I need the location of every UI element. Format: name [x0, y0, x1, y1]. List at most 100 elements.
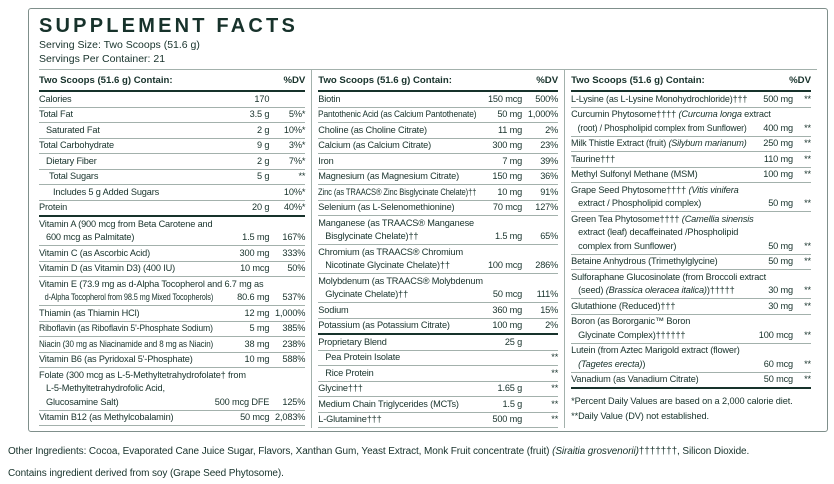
nutrient-amount: 100 mcg: [476, 259, 522, 273]
nutrient-dv: 588%: [269, 353, 305, 367]
nutrient-dv: **: [793, 240, 811, 254]
nutrient-amount: 7 mg: [476, 155, 522, 169]
table-row: Lutein (from Aztec Marigold extract (flo…: [571, 344, 811, 373]
nutrient-name: Taurine†††: [571, 153, 747, 167]
nutrient-dv: 10%*: [269, 124, 305, 138]
table-row: Vitamin A (900 mcg from Beta Carotene an…: [39, 217, 305, 246]
nutrient-name: Thiamin (as Thiamin HCl): [39, 307, 213, 321]
nutrient-dv: 7%*: [269, 155, 305, 169]
nutrient-dv: **: [522, 367, 558, 381]
nutrient-amount: 10 mg: [213, 353, 269, 367]
nutrient-amount: 100 mg: [747, 168, 793, 182]
table-row: Medium Chain Triglycerides (MCTs)1.5 g**: [318, 397, 558, 413]
nutrient-name: Pea Protein Isolate: [318, 351, 476, 365]
nutrient-dv: 2%: [522, 319, 558, 333]
nutrient-name: Bisglycinate Chelate)††: [318, 230, 476, 244]
nutrient-name: Saturated Fat: [39, 124, 213, 138]
table-row: Glycine†††1.65 g**: [318, 382, 558, 398]
nutrient-dv: 39%: [522, 155, 558, 169]
nutrient-amount: 100 mg: [476, 319, 522, 333]
column-header: Two Scoops (51.6 g) Contain:%DV: [571, 70, 811, 92]
column-header-dv: %DV: [789, 74, 811, 87]
nutrient-name: Includes 5 g Added Sugars: [39, 186, 213, 200]
nutrient-name: Lutein (from Aztec Marigold extract (flo…: [571, 344, 811, 358]
nutrient-amount: 5 mg: [213, 322, 269, 336]
servings-per-container-line: Servings Per Container: 21: [39, 52, 817, 66]
table-row: L-Glutamine†††500 mg**: [318, 413, 558, 429]
nutrient-dv: 500%: [522, 93, 558, 107]
column-header-label: Two Scoops (51.6 g) Contain:: [39, 74, 173, 87]
column-header-dv: %DV: [283, 74, 305, 87]
nutrient-amount: 1.5 mg: [476, 230, 522, 244]
nutrient-amount: 70 mcg: [476, 201, 522, 215]
nutrient-dv: **: [793, 300, 811, 314]
nutrient-amount: 50 mg: [476, 108, 522, 122]
nutrient-dv: 2%: [522, 124, 558, 138]
nutrient-amount: 9 g: [213, 139, 269, 153]
nutrient-dv: 40%*: [269, 201, 305, 215]
table-row: Methyl Sulfonyl Methane (MSM)100 mg**: [571, 168, 811, 184]
nutrient-name: (Tagetes erecta)): [571, 358, 747, 372]
nutrient-name: Glycine†††: [318, 382, 476, 396]
table-row: Taurine†††110 mg**: [571, 152, 811, 168]
nutrient-amount: 1.5 g: [476, 398, 522, 412]
nutrient-name: Rice Protein: [318, 367, 476, 381]
nutrient-dv: 65%: [522, 230, 558, 244]
table-row: Grape Seed Phytosome†††† (Vitis vinifera…: [571, 183, 811, 212]
nutrient-dv: 36%: [522, 170, 558, 184]
table-row: Vanadium (as Vanadium Citrate)50 mcg**: [571, 373, 811, 390]
table-row: Riboflavin (as Riboflavin 5'-Phosphate S…: [39, 322, 305, 338]
nutrient-amount: 500 mcg DFE: [213, 396, 269, 410]
nutrient-amount: 100 mcg: [747, 329, 793, 343]
nutrient-name: d-Alpha Tocopherol from 98.5 mg Mixed To…: [39, 291, 179, 305]
nutrient-dv: **: [269, 170, 305, 184]
nutrient-dv: **: [793, 358, 811, 372]
nutrient-dv: 125%: [269, 396, 305, 410]
nutrient-name: Curcumin Phytosome†††† (Curcuma longa ex…: [571, 108, 811, 122]
nutrient-name: Potassium (as Potassium Citrate): [318, 319, 476, 333]
table-row: L-Lysine (as L-Lysine Monohydrochloride)…: [571, 92, 811, 108]
nutrient-amount: 50 mcg: [747, 373, 793, 387]
nutrient-name: (root) / Phospholipid complex from Sunfl…: [571, 122, 737, 136]
nutrient-name: Vitamin B12 (as Methylcobalamin): [39, 411, 213, 425]
nutrient-name: Glutathione (Reduced)†††: [571, 300, 747, 314]
nutrient-dv: 333%: [269, 247, 305, 261]
nutrient-amount: 110 mg: [747, 153, 793, 167]
nutrient-amount: 50 mcg: [213, 411, 269, 425]
nutrient-name: L-Glutamine†††: [318, 413, 476, 427]
nutrient-amount: 250 mg: [747, 137, 793, 151]
nutrient-name: Sodium: [318, 304, 476, 318]
nutrient-amount: 12 mg: [213, 307, 269, 321]
nutrient-name: Calcium (as Calcium Citrate): [318, 139, 476, 153]
supplement-facts-panel: SUPPLEMENT FACTS Serving Size: Two Scoop…: [28, 8, 828, 432]
table-row: Pantothenic Acid (as Calcium Pantothenat…: [318, 108, 558, 124]
table-row: Sulforaphane Glucosinolate (from Broccol…: [571, 270, 811, 299]
nutrient-name: Vitamin E (73.9 mg as d-Alpha Tocopherol…: [39, 278, 305, 292]
nutrient-name: Sulforaphane Glucosinolate (from Broccol…: [571, 271, 811, 285]
nutrient-dv: 385%: [269, 322, 305, 336]
nutrient-dv: **: [793, 329, 811, 343]
nutrient-amount: 150 mg: [476, 170, 522, 184]
nutrient-name: Total Fat: [39, 108, 213, 122]
nutrient-amount: 11 mg: [476, 124, 522, 138]
nutrient-name: Magnesium (as Magnesium Citrate): [318, 170, 476, 184]
nutrient-name: Boron (as Bororganic™ Boron: [571, 315, 811, 329]
nutrient-dv: **: [793, 197, 811, 211]
nutrient-dv: 286%: [522, 259, 558, 273]
column-header: Two Scoops (51.6 g) Contain: %DV: [39, 70, 305, 92]
nutrient-name: Betaine Anhydrous (Trimethylglycine): [571, 255, 747, 269]
nutrient-name: Niacin (30 mg as Niacinamide and 8 mg as…: [39, 338, 191, 352]
